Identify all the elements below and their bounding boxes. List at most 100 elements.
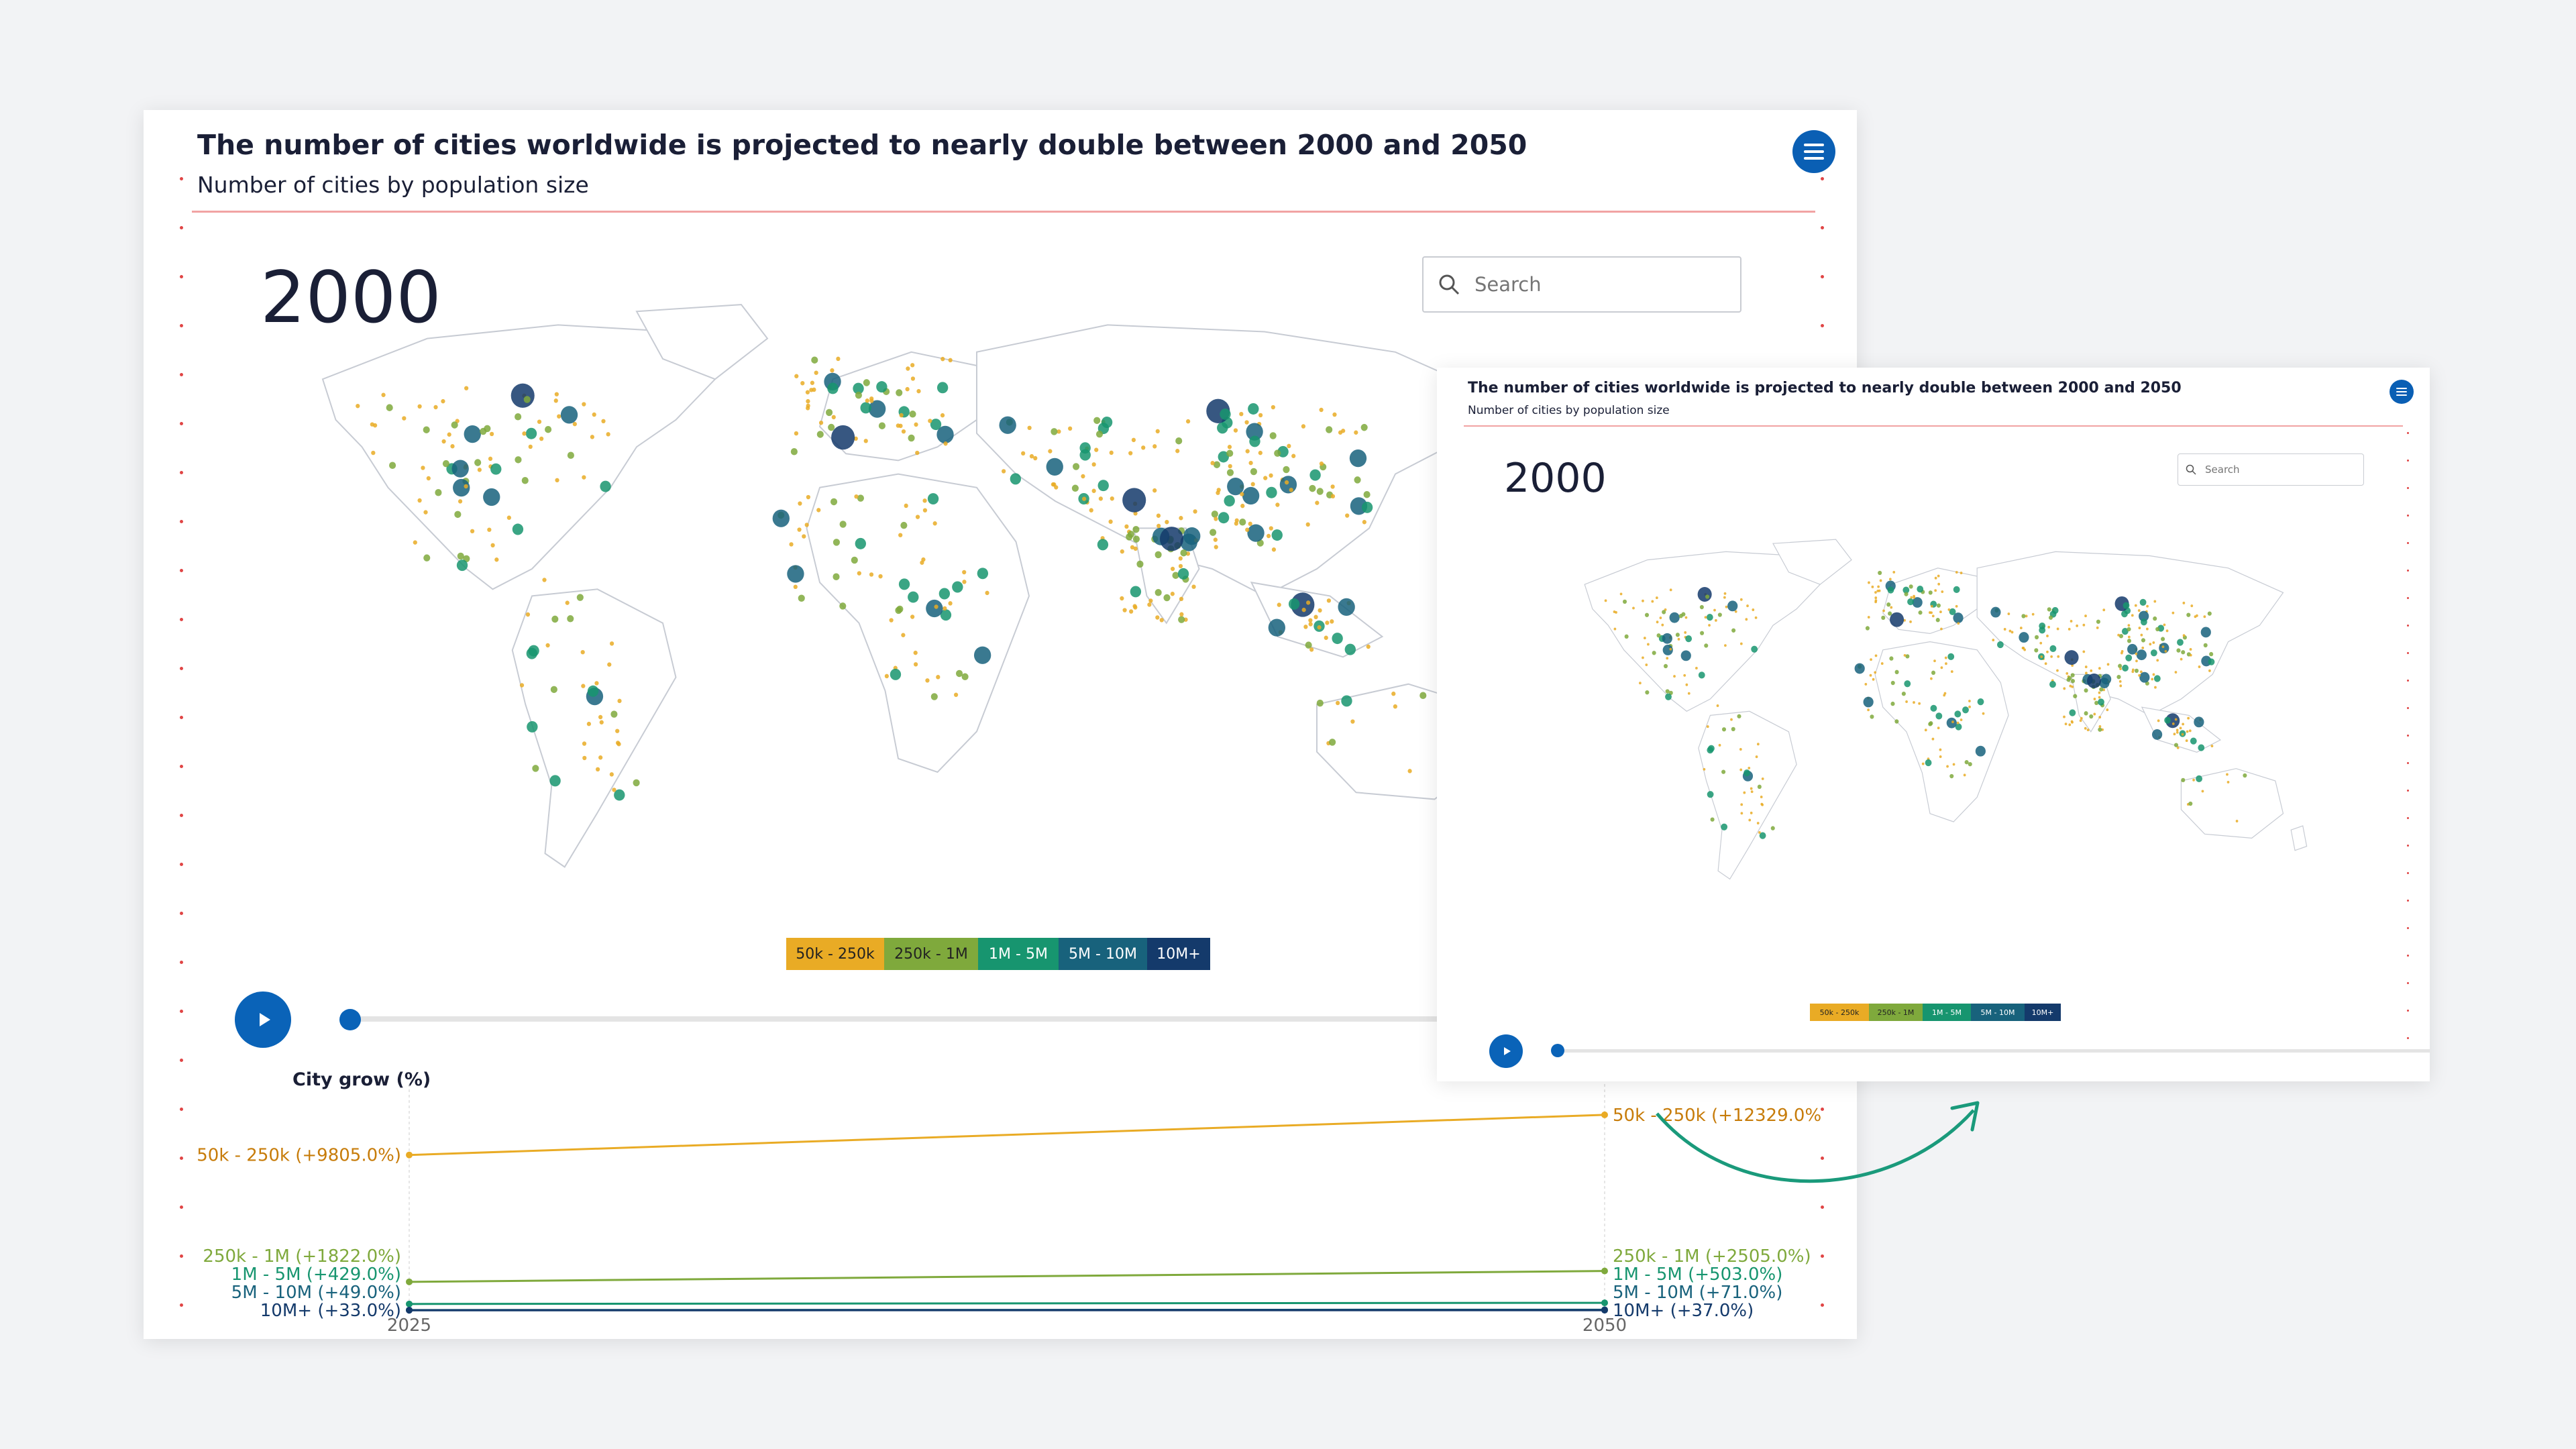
city-marker[interactable] [932, 521, 937, 526]
city-marker[interactable] [1269, 432, 1277, 439]
city-marker[interactable] [910, 376, 916, 381]
preview-city-marker[interactable] [1721, 727, 1727, 732]
preview-city-marker[interactable] [2098, 691, 2101, 694]
city-marker[interactable] [825, 409, 833, 417]
city-marker[interactable] [582, 475, 586, 480]
city-marker[interactable] [586, 721, 592, 727]
city-marker[interactable] [898, 578, 910, 590]
preview-city-marker[interactable] [1878, 589, 1881, 592]
preview-city-marker[interactable] [1939, 748, 1942, 751]
city-marker[interactable] [1248, 402, 1259, 415]
preview-city-marker[interactable] [2071, 685, 2074, 688]
preview-city-marker[interactable] [2106, 663, 2110, 666]
city-marker[interactable] [1315, 500, 1320, 505]
preview-city-marker[interactable] [2007, 612, 2010, 616]
preview-city-marker[interactable] [1964, 760, 1969, 765]
preview-city-marker[interactable] [1902, 586, 1910, 594]
preview-city-marker[interactable] [1955, 604, 1958, 608]
city-marker[interactable] [614, 789, 625, 801]
preview-city-marker[interactable] [2040, 655, 2043, 658]
city-marker[interactable] [1148, 598, 1153, 603]
city-marker[interactable] [617, 698, 622, 704]
city-marker[interactable] [606, 432, 610, 437]
preview-city-marker[interactable] [1907, 598, 1914, 606]
city-marker[interactable] [913, 662, 918, 667]
city-marker[interactable] [551, 615, 559, 623]
city-marker[interactable] [1362, 520, 1366, 525]
city-marker[interactable] [1178, 616, 1185, 623]
preview-city-marker[interactable] [1665, 693, 1672, 700]
city-marker[interactable] [1330, 619, 1334, 624]
preview-city-marker[interactable] [1687, 692, 1690, 695]
preview-city-marker[interactable] [1730, 718, 1733, 721]
city-marker[interactable] [1157, 523, 1161, 529]
preview-city-marker[interactable] [2082, 623, 2086, 627]
city-marker[interactable] [441, 398, 445, 404]
city-marker[interactable] [1309, 647, 1314, 652]
preview-city-marker[interactable] [1931, 670, 1936, 676]
preview-city-marker[interactable] [2176, 731, 2179, 734]
preview-city-marker[interactable] [1894, 669, 1899, 675]
city-marker[interactable] [1170, 566, 1175, 572]
preview-city-marker[interactable] [2080, 716, 2083, 720]
preview-city-marker[interactable] [1928, 590, 1933, 595]
city-marker[interactable] [857, 494, 864, 502]
preview-city-marker[interactable] [1680, 650, 1691, 661]
preview-city-marker[interactable] [2049, 681, 2056, 688]
city-marker[interactable] [1246, 423, 1263, 441]
preview-city-marker[interactable] [1715, 619, 1717, 622]
preview-city-marker[interactable] [1739, 768, 1743, 771]
city-marker[interactable] [528, 645, 539, 657]
city-marker[interactable] [1109, 450, 1114, 455]
legend-item-50k-250k[interactable]: 50k - 250k [786, 938, 884, 970]
preview-legend-item-50k-250k[interactable]: 50k - 250k [1810, 1004, 1869, 1021]
preview-city-marker[interactable] [1704, 616, 1707, 619]
city-marker[interactable] [454, 511, 462, 519]
preview-timeline-track[interactable] [1558, 1049, 2430, 1053]
preview-city-marker[interactable] [2063, 715, 2065, 718]
city-marker[interactable] [1155, 615, 1160, 620]
city-marker[interactable] [806, 403, 810, 409]
city-marker[interactable] [985, 590, 989, 596]
preview-city-marker[interactable] [1872, 678, 1875, 681]
timeline-track[interactable] [350, 1016, 1591, 1022]
city-marker[interactable] [1177, 568, 1189, 580]
city-marker[interactable] [1266, 533, 1271, 539]
city-marker[interactable] [522, 431, 527, 436]
city-marker[interactable] [580, 649, 585, 655]
city-marker[interactable] [908, 434, 915, 442]
city-marker[interactable] [915, 450, 920, 455]
city-marker[interactable] [1336, 700, 1340, 706]
city-marker[interactable] [794, 431, 799, 436]
preview-city-marker[interactable] [1890, 701, 1895, 706]
series-point[interactable] [1601, 1307, 1608, 1314]
city-marker[interactable] [1152, 444, 1157, 449]
city-marker[interactable] [1051, 482, 1056, 487]
city-marker[interactable] [525, 612, 531, 617]
preview-city-marker[interactable] [1936, 603, 1941, 608]
preview-city-marker[interactable] [2118, 634, 2124, 639]
city-marker[interactable] [1073, 463, 1080, 470]
city-marker[interactable] [1268, 619, 1285, 637]
city-marker[interactable] [1108, 519, 1113, 524]
city-marker[interactable] [417, 498, 422, 503]
preview-city-marker[interactable] [1739, 598, 1743, 601]
preview-city-marker[interactable] [1751, 645, 1758, 653]
city-marker[interactable] [1263, 476, 1268, 480]
city-marker[interactable] [793, 584, 798, 590]
city-marker[interactable] [839, 602, 847, 610]
city-marker[interactable] [816, 431, 824, 438]
preview-city-marker[interactable] [1940, 666, 1943, 669]
city-marker[interactable] [607, 662, 612, 667]
preview-city-marker[interactable] [2131, 670, 2135, 674]
preview-city-marker[interactable] [2174, 671, 2178, 674]
city-marker[interactable] [863, 379, 870, 386]
city-marker[interactable] [1097, 480, 1109, 492]
city-marker[interactable] [900, 521, 908, 529]
preview-city-marker[interactable] [2174, 743, 2179, 747]
city-marker[interactable] [519, 683, 525, 688]
preview-city-marker[interactable] [1937, 727, 1940, 730]
preview-city-marker[interactable] [2056, 669, 2059, 672]
preview-city-marker[interactable] [1706, 614, 1713, 621]
city-marker[interactable] [1271, 405, 1275, 410]
